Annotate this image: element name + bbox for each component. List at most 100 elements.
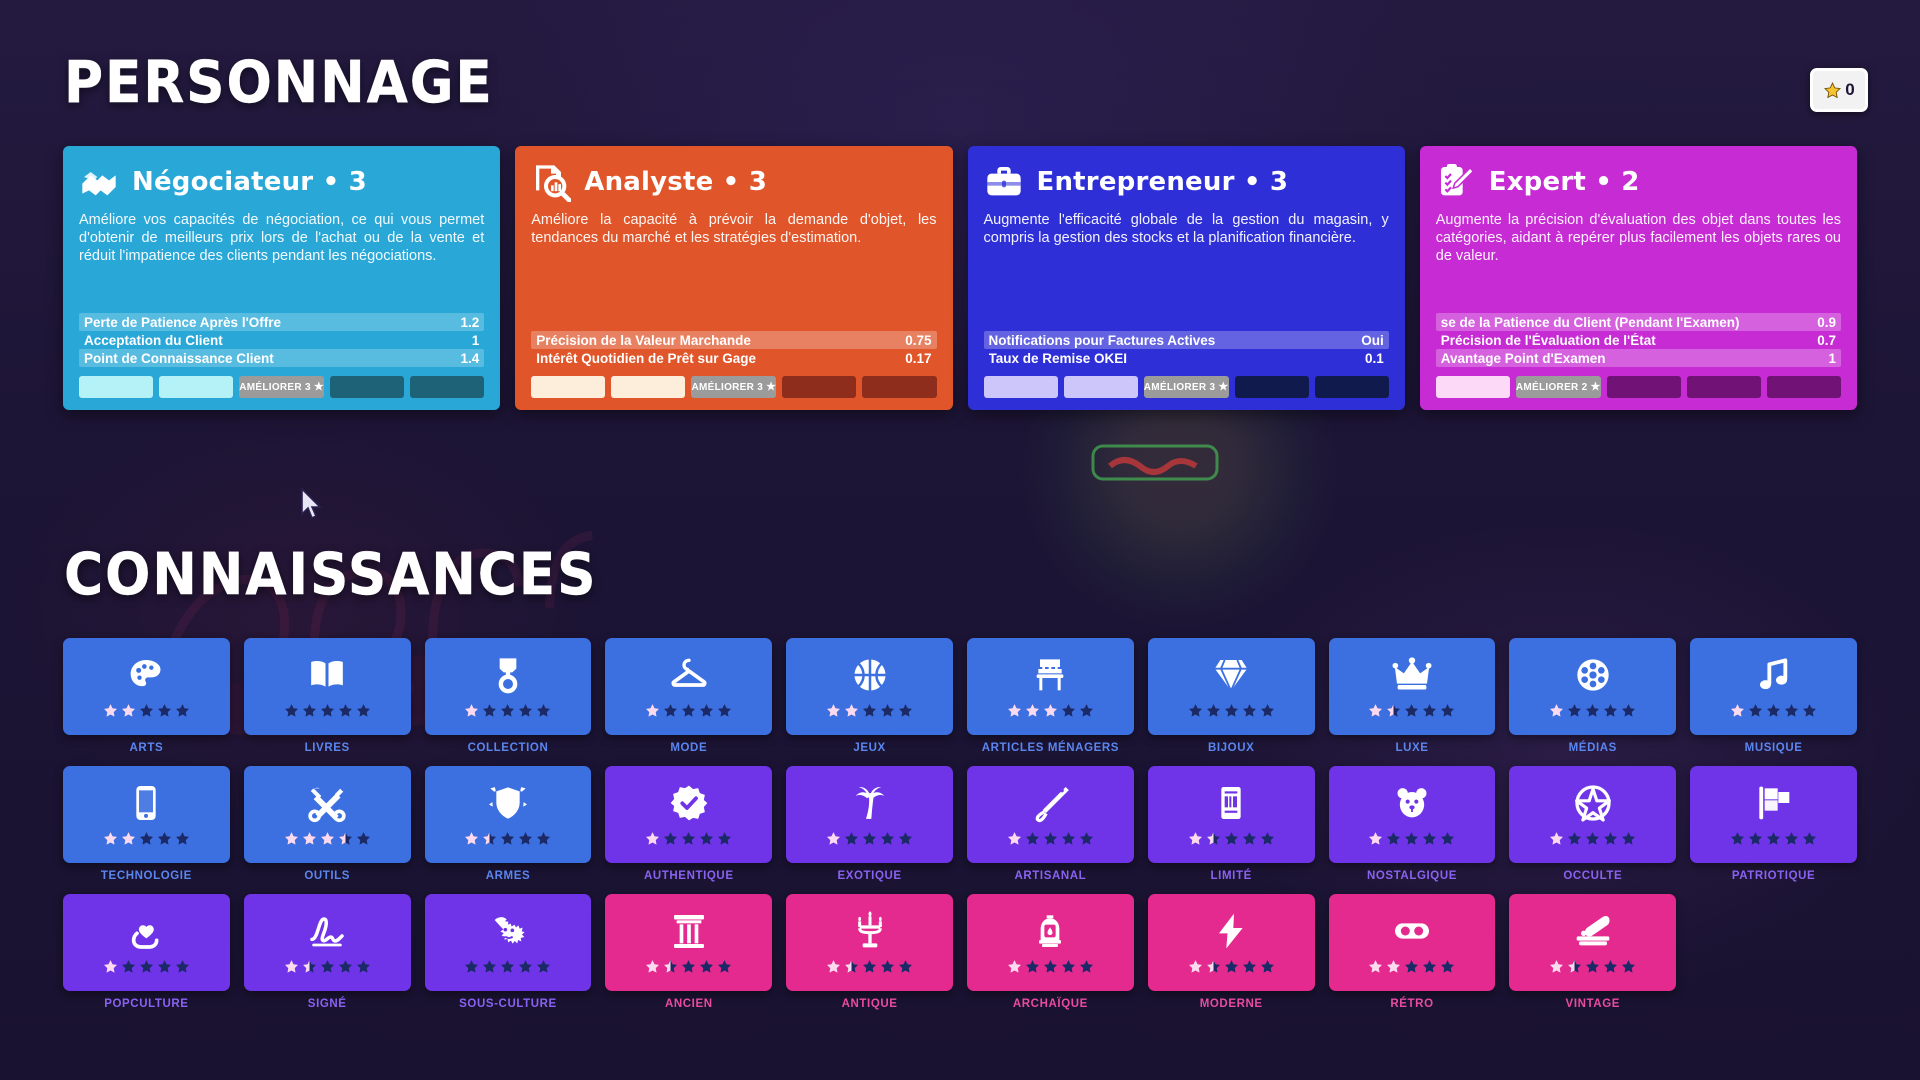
skill-card-expert[interactable]: Expert • 2 Augmente la précision d'évalua… (1419, 146, 1857, 410)
star-full-icon (827, 960, 841, 973)
knowledge-tile-sign[interactable] (243, 894, 411, 991)
skill-segment-filled[interactable] (531, 376, 606, 398)
skill-card-stats: se de la Patience du Client (Pendant l'E… (1435, 313, 1841, 367)
knowledge-star-rating (1730, 831, 1817, 846)
star-empty-icon (682, 704, 696, 717)
skill-segment-filled[interactable] (983, 376, 1058, 398)
knowledge-star-rating (284, 959, 371, 974)
knowledge-label: VINTAGE (1565, 998, 1621, 1010)
knowledge-star-rating (284, 703, 371, 718)
star-empty-icon (899, 704, 913, 717)
knowledge-tile-exotique[interactable] (786, 766, 953, 863)
knowledge-label: ARTS (129, 742, 164, 754)
star-points-counter[interactable]: 0 (1810, 68, 1868, 112)
knowledge-tile-arts[interactable] (63, 638, 230, 735)
skill-segment-filled[interactable] (1435, 376, 1510, 398)
skill-segment-filled[interactable] (159, 376, 234, 398)
knowledge-label: PATRIOTIQUE (1731, 870, 1816, 882)
knowledge-tile-technologie[interactable] (63, 766, 230, 863)
star-empty-icon (899, 832, 913, 845)
star-empty-icon (1061, 704, 1075, 717)
flag-icon (1758, 786, 1789, 820)
stat-row: Notifications pour Factures Actives Oui (983, 331, 1389, 349)
knowledge-label: ARTISANAL (1014, 870, 1087, 882)
knowledge-tile-patriotique[interactable] (1690, 766, 1857, 863)
star-empty-icon (1242, 832, 1256, 845)
skill-segment-filled[interactable] (1063, 376, 1138, 398)
skill-segment-empty[interactable] (1314, 376, 1389, 398)
skill-segment-empty[interactable] (1234, 376, 1309, 398)
knowledge-label: MODE (670, 742, 708, 754)
skill-segment-filled[interactable] (79, 376, 154, 398)
knowledge-star-rating (1007, 703, 1094, 718)
knowledge-tile-moderne[interactable] (1147, 894, 1315, 991)
skill-card-title: Analyste • 3 (584, 167, 768, 197)
knowledge-tile-luxe[interactable] (1328, 638, 1496, 735)
knowledge-tile-collection[interactable] (424, 638, 592, 735)
diamond-icon (1215, 659, 1248, 692)
star-empty-icon (1405, 960, 1419, 973)
knowledge-tile-mode[interactable] (605, 638, 773, 735)
knowledge-tile-authentique[interactable] (605, 766, 773, 863)
skill-segment-filled[interactable] (611, 376, 686, 398)
book-icon (311, 661, 344, 687)
knowledge-tile-rtro[interactable] (1328, 894, 1496, 991)
knowledge-tile-musique[interactable] (1690, 638, 1857, 735)
star-empty-icon (465, 960, 479, 973)
skill-segment-empty[interactable] (1686, 376, 1761, 398)
upgrade-button[interactable]: AMÉLIORER 2 ★ (1515, 376, 1601, 398)
skill-segment-empty[interactable] (862, 376, 937, 398)
knowledge-tile-artisanal[interactable] (967, 766, 1134, 863)
star-full-icon (1369, 960, 1383, 973)
star-empty-icon (139, 960, 153, 973)
skill-card-title: Négociateur • 3 (132, 167, 367, 197)
knowledge-tile-armes[interactable] (424, 766, 592, 863)
star-full-icon (1550, 960, 1564, 973)
knowledge-tile-sousculture[interactable] (424, 894, 592, 991)
skill-card-analyste[interactable]: Analyste • 3 Améliore la capacité à prévo… (515, 146, 953, 410)
knowledge-tile-jeux[interactable] (786, 638, 953, 735)
knowledge-star-rating (645, 959, 732, 974)
upgrade-button[interactable]: AMÉLIORER 3 ★ (239, 376, 325, 398)
star-empty-icon (1586, 832, 1600, 845)
knowledge-tile-mdias[interactable] (1509, 638, 1677, 735)
knowledge-tile-livres[interactable] (243, 638, 411, 735)
skill-card-header: Négociateur • 3 (79, 160, 484, 204)
knowledge-tile-articlesmnagers[interactable] (967, 638, 1134, 735)
star-half-icon (1206, 832, 1220, 845)
knowledge-star-rating (1007, 831, 1094, 846)
skill-level-segments: AMÉLIORER 3 ★ (983, 376, 1389, 398)
skill-segment-empty[interactable] (330, 376, 405, 398)
knowledge-tile-popculture[interactable] (63, 894, 230, 991)
star-empty-icon (682, 832, 696, 845)
knowledge-star-rating (645, 831, 732, 846)
star-empty-icon (338, 960, 352, 973)
upgrade-button[interactable]: AMÉLIORER 3 ★ (1143, 376, 1229, 398)
upgrade-button[interactable]: AMÉLIORER 3 ★ (691, 376, 777, 398)
knowledge-tile-vintage[interactable] (1509, 894, 1677, 991)
skill-card-ngociateur[interactable]: Négociateur • 3 Améliore vos capacités de… (63, 146, 501, 410)
knowledge-tile-bijoux[interactable] (1147, 638, 1315, 735)
knowledge-cell: TECHNOLOGIE (63, 766, 230, 882)
medal-icon (498, 658, 518, 694)
knowledge-tile-limit[interactable] (1147, 766, 1315, 863)
knowledge-tile-outils[interactable] (243, 766, 411, 863)
skill-card-entrepreneur[interactable]: Entrepreneur • 3 Augmente l'efficacité gl… (967, 146, 1405, 410)
skill-segment-empty[interactable] (782, 376, 857, 398)
knowledge-tile-ancien[interactable] (605, 894, 773, 991)
star-empty-icon (1242, 704, 1256, 717)
skill-segment-empty[interactable] (1766, 376, 1841, 398)
knowledge-tile-occulte[interactable] (1509, 766, 1677, 863)
knowledge-label: ARMES (485, 870, 531, 882)
knowledge-tile-nostalgique[interactable] (1328, 766, 1496, 863)
star-empty-icon (863, 832, 877, 845)
star-empty-icon (1441, 704, 1455, 717)
knowledge-star-rating (1368, 831, 1455, 846)
skill-card-stats: Notifications pour Factures Actives Oui Ta… (983, 331, 1389, 367)
star-empty-icon (483, 960, 497, 973)
upgrade-button-label: AMÉLIORER 3 (691, 381, 764, 393)
knowledge-tile-antique[interactable] (786, 894, 953, 991)
knowledge-tile-archaque[interactable] (967, 894, 1134, 991)
skill-segment-empty[interactable] (410, 376, 485, 398)
skill-segment-empty[interactable] (1606, 376, 1681, 398)
